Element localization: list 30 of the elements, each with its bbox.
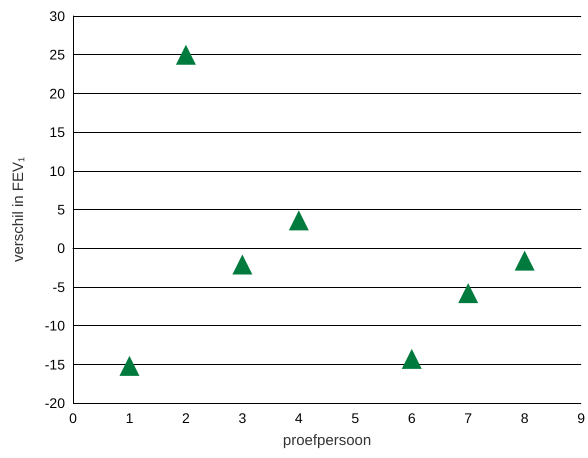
y-tick-label: 0 <box>57 240 66 256</box>
y-tick-label: 25 <box>49 46 66 63</box>
x-tick-label: 6 <box>408 410 416 426</box>
x-axis-title: proefpersoon <box>282 432 372 449</box>
x-tick-label: 7 <box>464 410 472 426</box>
point <box>288 210 309 230</box>
y-tick-label: 20 <box>49 85 66 102</box>
point <box>514 250 535 271</box>
x-tick-label: 9 <box>577 410 586 426</box>
x-tick-label: 3 <box>238 410 246 426</box>
y-tick-label: 10 <box>49 162 66 179</box>
x-tick-label: 8 <box>520 410 529 426</box>
y-tick-label: -5 <box>52 278 66 295</box>
y-tick-label: 30 <box>49 8 66 24</box>
point <box>232 254 252 274</box>
point <box>119 356 140 376</box>
x-tick-label: 1 <box>126 410 134 426</box>
x-tick-label: 4 <box>294 410 303 426</box>
point <box>458 283 478 304</box>
y-tick-label: 5 <box>57 202 66 218</box>
x-tick-label: 2 <box>182 410 190 426</box>
y-tick-label: -20 <box>44 395 66 411</box>
y-tick-label: -15 <box>44 356 66 372</box>
point <box>176 44 196 65</box>
y-tick-label: -10 <box>44 318 66 334</box>
y-tick-label: 15 <box>49 124 66 140</box>
x-tick-label: 5 <box>351 410 360 426</box>
y-axis-title: verschil in FEV₁ <box>10 156 27 262</box>
x-tick-label: 0 <box>69 410 78 426</box>
point <box>402 348 422 369</box>
